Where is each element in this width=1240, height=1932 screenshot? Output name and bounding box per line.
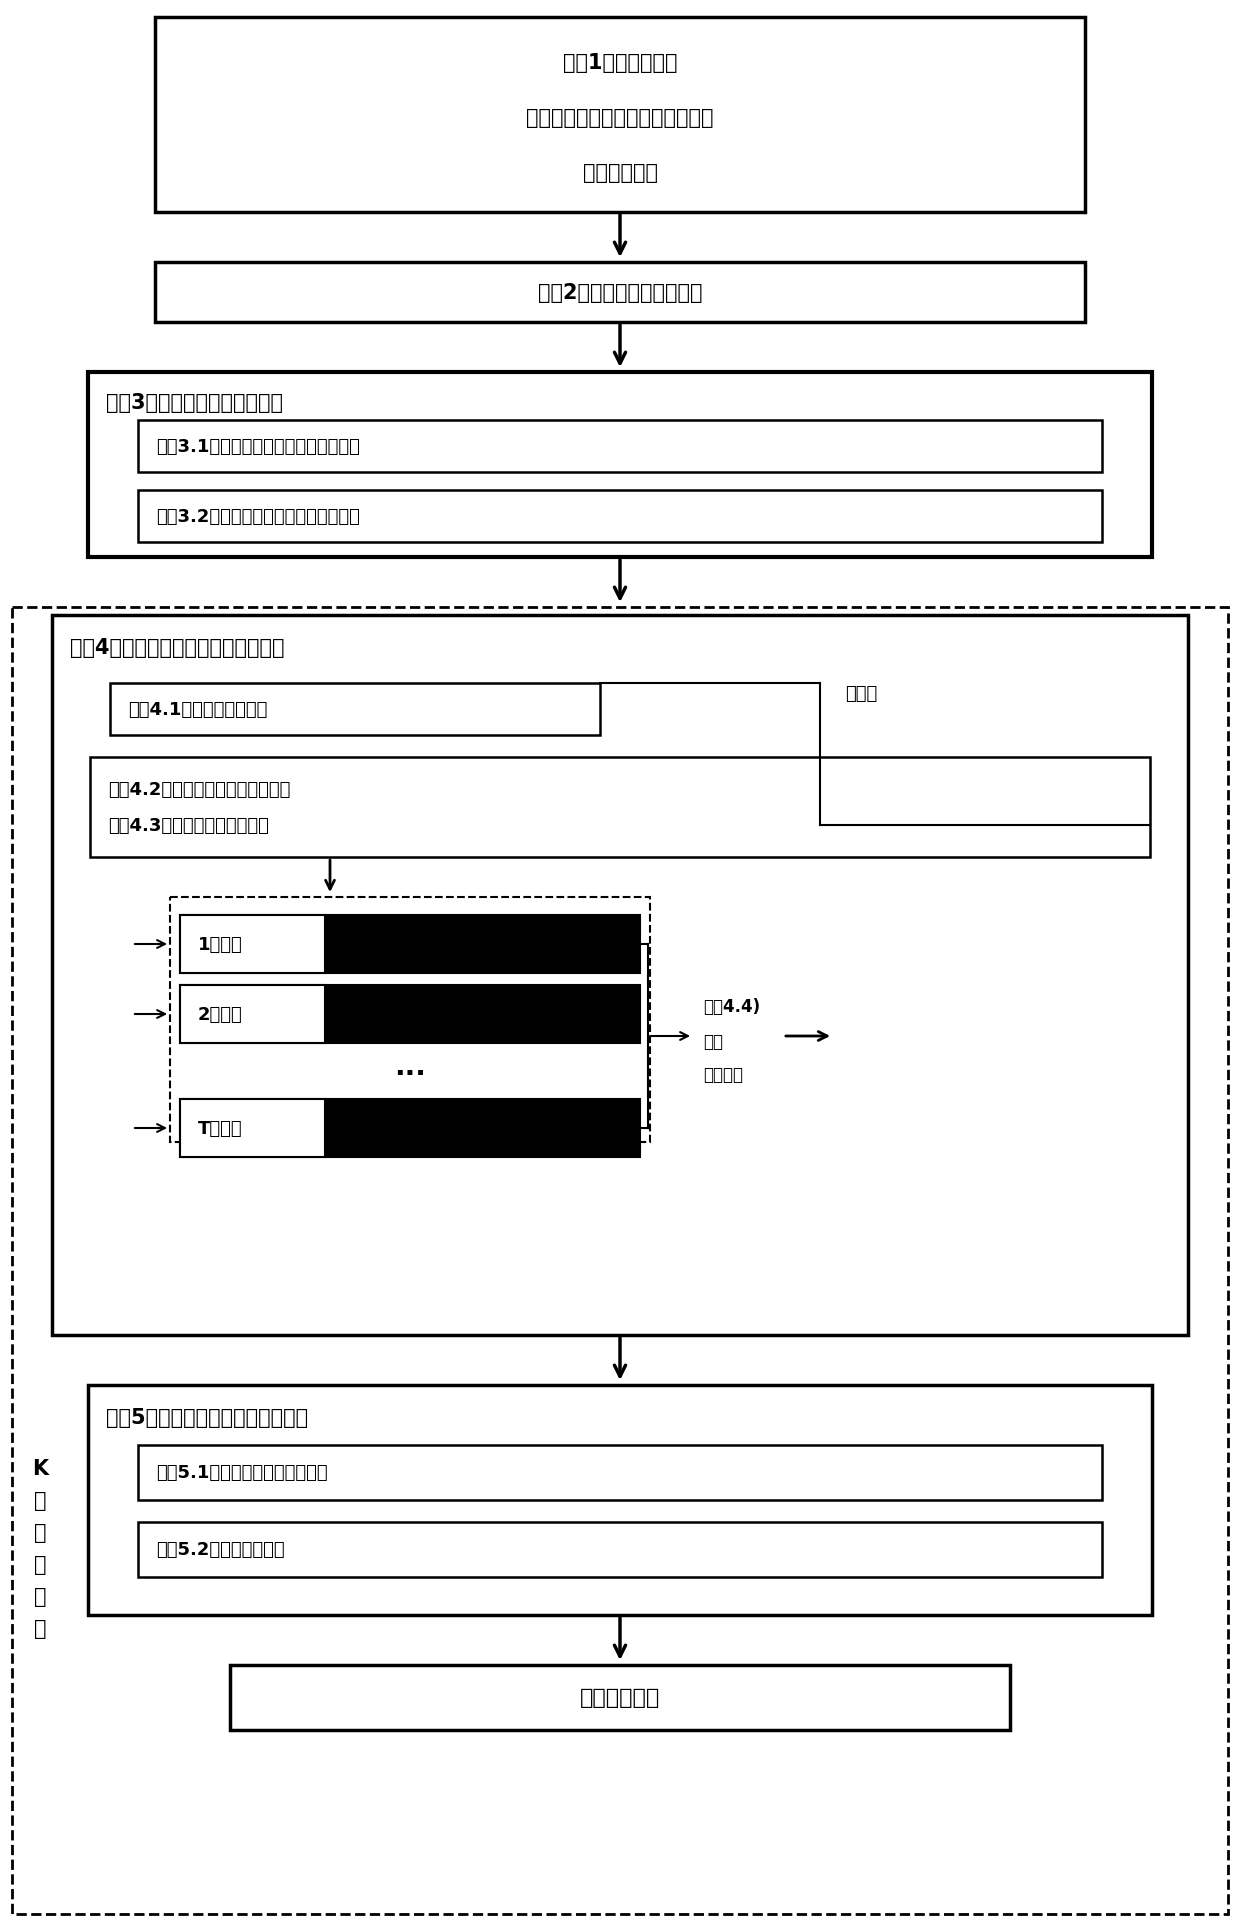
Bar (88, 373, 1152, 558)
Text: 证: 证 (33, 1619, 46, 1638)
Text: 验: 验 (33, 1586, 46, 1605)
Text: 步骤3.1）基于相位相关性的脑功能网络: 步骤3.1）基于相位相关性的脑功能网络 (156, 439, 360, 456)
Text: 步骤5）设计带正则惩罚的损失函数: 步骤5）设计带正则惩罚的损失函数 (105, 1406, 308, 1428)
Text: 折: 折 (33, 1490, 46, 1511)
Text: 分类性能评估: 分类性能评估 (580, 1687, 660, 1708)
Text: 步骤5.1）计算神经网络反传误差: 步骤5.1）计算神经网络反传误差 (156, 1463, 327, 1482)
Text: 门控单元: 门控单元 (703, 1065, 743, 1084)
Bar (180, 916, 325, 974)
Text: 叉: 叉 (33, 1553, 46, 1575)
Bar (180, 1099, 640, 1157)
Text: 步骤4）构建模糊门控多通路神经网络: 步骤4）构建模糊门控多通路神经网络 (69, 638, 284, 657)
Bar (180, 916, 640, 974)
Text: 模糊: 模糊 (703, 1032, 723, 1051)
Bar (155, 263, 1085, 323)
Bar (138, 421, 1102, 473)
Text: 去伪迹预处理: 去伪迹预处理 (583, 162, 657, 184)
Bar (110, 684, 600, 736)
Bar (52, 616, 1188, 1335)
Bar (138, 491, 1102, 543)
Bar (180, 985, 325, 1043)
Text: 步骤4.3）初始化浅层网络参数: 步骤4.3）初始化浅层网络参数 (108, 817, 269, 835)
Bar (180, 1099, 325, 1157)
Bar (180, 985, 640, 1043)
Text: T尺度卷: T尺度卷 (198, 1119, 243, 1138)
Text: 1尺度卷: 1尺度卷 (198, 935, 243, 954)
Text: 步骤1）数据获取：: 步骤1）数据获取： (563, 52, 677, 73)
Text: 步骤4.4): 步骤4.4) (703, 997, 760, 1016)
Text: 步骤5.2）附加惩罚因子: 步骤5.2）附加惩罚因子 (156, 1540, 285, 1559)
Bar (170, 898, 650, 1142)
Text: 采集不同脑状态下产生的脑电信号: 采集不同脑状态下产生的脑电信号 (526, 108, 714, 128)
Text: 步骤4.1）构造自编码网络: 步骤4.1）构造自编码网络 (128, 701, 268, 719)
Bar (12, 609, 1228, 1915)
Text: 2尺度卷: 2尺度卷 (198, 1005, 243, 1024)
Text: 步骤3.2）基于幅值相关性的脑功能网络: 步骤3.2）基于幅值相关性的脑功能网络 (156, 508, 360, 526)
Bar (229, 1665, 1011, 1729)
Text: 步骤3）构建多尺度脑功能网络: 步骤3）构建多尺度脑功能网络 (105, 392, 283, 413)
Bar (91, 757, 1149, 858)
Text: ···: ··· (394, 1059, 425, 1088)
Text: K: K (32, 1459, 48, 1478)
Text: 交: 交 (33, 1522, 46, 1542)
Bar (138, 1445, 1102, 1501)
Text: 步骤4.2）构建多通路卷积神经网络: 步骤4.2）构建多通路卷积神经网络 (108, 781, 290, 798)
Bar (155, 17, 1085, 213)
Bar (88, 1385, 1152, 1615)
Text: 步骤2）计算多尺度时间序列: 步骤2）计算多尺度时间序列 (538, 282, 702, 303)
Bar (138, 1522, 1102, 1577)
Text: 预训练: 预训练 (844, 684, 877, 703)
